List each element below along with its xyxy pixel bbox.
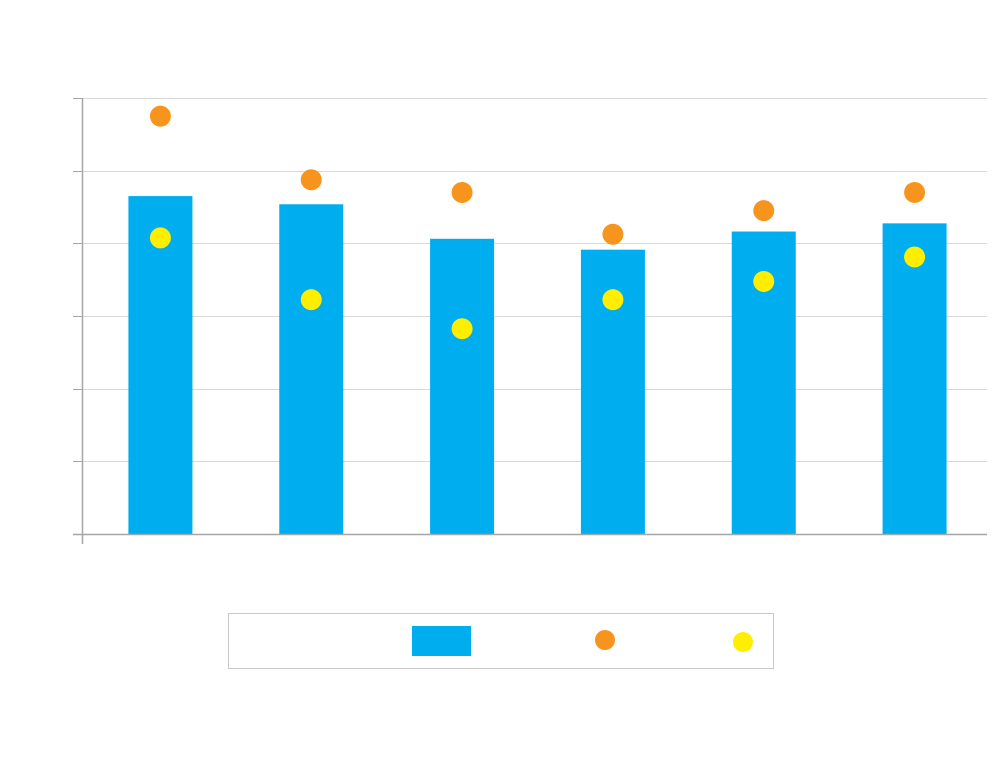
yellow-dot <box>753 270 775 292</box>
orange-dot <box>753 200 775 222</box>
bar <box>882 223 947 534</box>
legend <box>228 613 774 669</box>
orange-dot <box>602 223 624 245</box>
axes <box>73 98 987 544</box>
gridlines <box>73 98 987 462</box>
orange-dot <box>451 181 473 203</box>
bar <box>279 204 344 534</box>
legend-swatch-orange <box>595 630 615 650</box>
yellow-dot <box>904 246 926 268</box>
dot-series <box>149 105 926 340</box>
bar <box>430 238 495 534</box>
legend-swatch-bar <box>412 626 471 656</box>
yellow-dot <box>300 289 322 311</box>
legend-swatch-yellow <box>733 632 753 652</box>
yellow-dot <box>602 289 624 311</box>
orange-dot <box>149 105 171 127</box>
yellow-dot <box>149 227 171 249</box>
bar-series <box>128 196 947 535</box>
yellow-dot <box>451 318 473 340</box>
orange-dot <box>904 181 926 203</box>
bar <box>128 196 193 534</box>
orange-dot <box>300 169 322 191</box>
